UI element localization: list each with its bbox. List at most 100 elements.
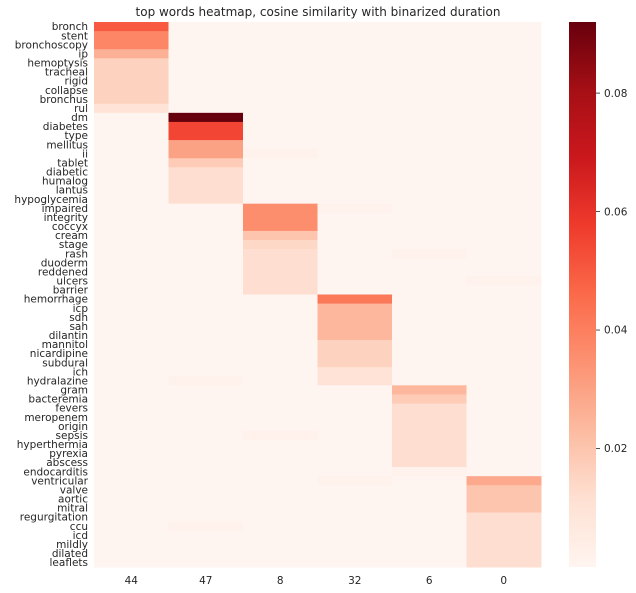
row-label: bronchus (40, 94, 88, 106)
heatmap-cell (317, 176, 393, 186)
heatmap-cell (317, 230, 393, 241)
heatmap-cell (466, 294, 542, 305)
heatmap-cell (317, 458, 393, 468)
heatmap-cell (392, 240, 467, 250)
heatmap-cell (168, 185, 244, 196)
heatmap-cell (466, 167, 542, 177)
heatmap-cell (94, 258, 169, 268)
heatmap-cell (317, 349, 393, 359)
heatmap-cell (168, 367, 244, 377)
heatmap-cell (243, 412, 318, 423)
heatmap-cell (392, 149, 467, 159)
column-label: 47 (199, 575, 212, 587)
heatmap-cell (317, 249, 393, 259)
heatmap-cell (317, 149, 393, 159)
heatmap-cell (466, 512, 542, 523)
heatmap-cell (317, 221, 393, 232)
heatmap-cell (392, 330, 467, 341)
colorbar-tick-label: 0.02 (604, 443, 627, 455)
heatmap-cell (94, 557, 169, 568)
row-label: rash (65, 248, 88, 260)
heatmap-cell (317, 403, 393, 414)
heatmap-cell (466, 421, 542, 432)
heatmap-cell (317, 485, 393, 495)
row-label: sah (69, 321, 88, 333)
row-label: leaflets (50, 557, 88, 569)
heatmap-cell (94, 176, 169, 186)
heatmap-cell (94, 494, 169, 504)
heatmap-cell (466, 85, 542, 96)
heatmap-cell (392, 303, 467, 314)
heatmap-cell (317, 548, 393, 559)
heatmap-cell (392, 131, 467, 141)
heatmap-cell (466, 430, 542, 441)
heatmap-cell (168, 67, 244, 77)
heatmap-cell (466, 31, 542, 41)
heatmap-cell (392, 367, 467, 377)
heatmap-cell (243, 140, 318, 150)
heatmap-cell (466, 503, 542, 513)
heatmap-cell (168, 512, 244, 523)
heatmap-cell (243, 458, 318, 468)
heatmap-cell (466, 557, 542, 568)
heatmap-cell (243, 548, 318, 559)
heatmap-cell (392, 276, 467, 286)
heatmap-cell (243, 349, 318, 359)
heatmap-cell (94, 358, 169, 368)
heatmap-cell (317, 467, 393, 477)
row-label: sdh (69, 312, 88, 324)
row-label: sepsis (56, 430, 88, 442)
heatmap-cell (243, 221, 318, 232)
heatmap-cell (392, 539, 467, 550)
heatmap-cell (392, 94, 467, 105)
heatmap-cell (168, 258, 244, 268)
heatmap-cell (317, 112, 393, 123)
heatmap-cell (392, 121, 467, 132)
row-label: humalog (42, 176, 88, 188)
heatmap-cell (94, 131, 169, 141)
heatmap-cell (466, 103, 542, 114)
heatmap-cell (317, 131, 393, 141)
heatmap-cell (243, 230, 318, 241)
heatmap-cell (243, 67, 318, 77)
heatmap-cell (94, 112, 169, 123)
row-label: icd (73, 530, 88, 542)
heatmap-cell (168, 58, 244, 68)
heatmap-cell (466, 58, 542, 68)
heatmap-cell (94, 421, 169, 432)
row-label: meropenem (24, 412, 88, 424)
heatmap-cell (392, 448, 467, 459)
heatmap-cell (466, 267, 542, 277)
heatmap-cell (168, 321, 244, 332)
heatmap-cell (168, 439, 244, 450)
heatmap-cell (168, 167, 244, 177)
heatmap-cell (392, 339, 467, 350)
heatmap-cell (466, 194, 542, 205)
heatmap-cell (94, 294, 169, 305)
heatmap-cell (392, 467, 467, 477)
heatmap-cell (392, 485, 467, 495)
heatmap-cell (243, 240, 318, 250)
heatmap-cell (317, 539, 393, 550)
heatmap-cell (243, 394, 318, 404)
heatmap-cell (94, 339, 169, 350)
heatmap-cell (94, 485, 169, 495)
heatmap-cell (317, 167, 393, 177)
heatmap-cell (392, 458, 467, 468)
heatmap-cell (392, 312, 467, 323)
row-label: endocarditis (23, 466, 88, 478)
heatmap-cell (94, 58, 169, 68)
heatmap-cell (94, 276, 169, 286)
heatmap-cell (168, 476, 244, 486)
row-labels: bronchstentbronchoscopyiphemoptysistrach… (14, 21, 88, 569)
heatmap-cell (243, 176, 318, 186)
heatmap-cell (94, 458, 169, 468)
heatmap-cell (94, 349, 169, 359)
heatmap-cell (243, 94, 318, 105)
row-label: rul (74, 103, 88, 115)
heatmap-cell (168, 221, 244, 232)
row-label: dilantin (49, 330, 88, 342)
row-label: hydralazine (27, 375, 88, 387)
heatmap-cell (168, 503, 244, 513)
